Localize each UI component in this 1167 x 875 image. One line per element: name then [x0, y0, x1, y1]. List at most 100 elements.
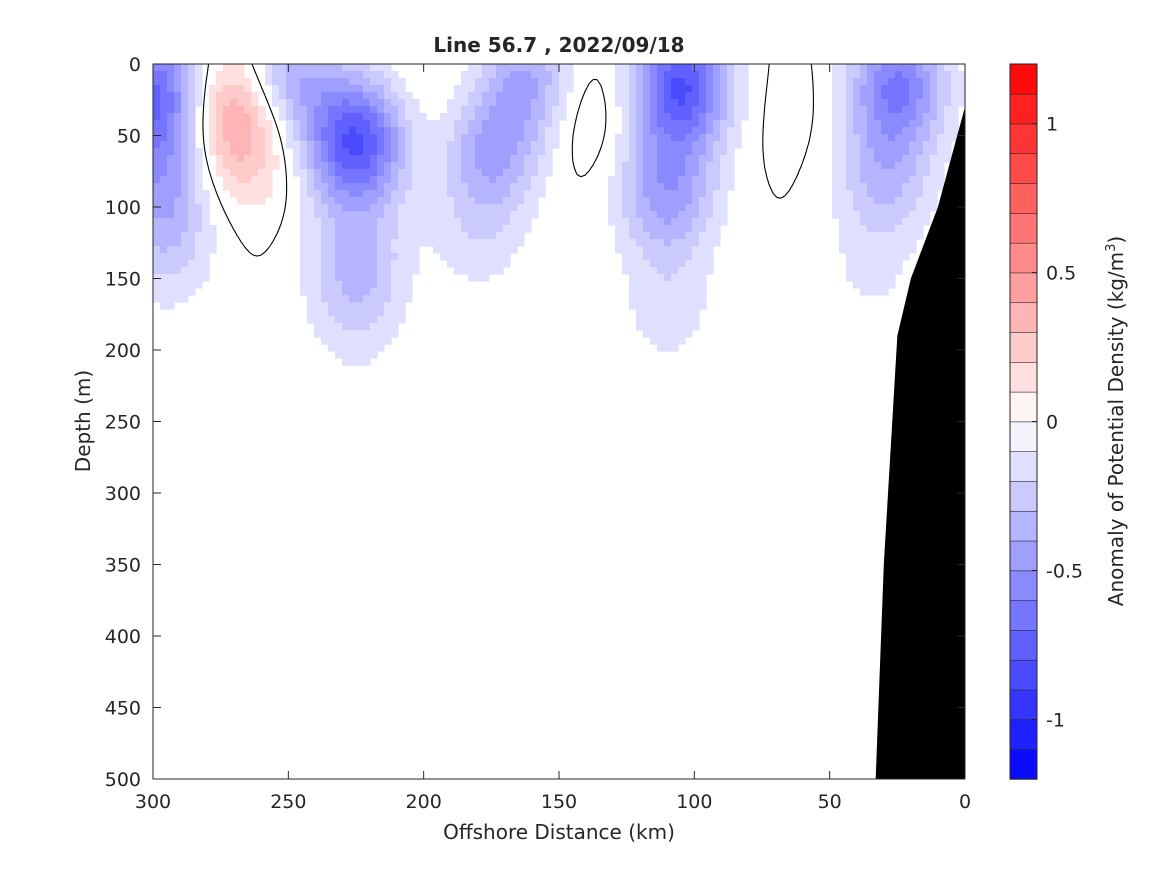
- field-cell: [384, 309, 392, 317]
- field-cell: [377, 281, 385, 289]
- field-cell: [881, 218, 889, 226]
- field-cell: [510, 134, 518, 142]
- field-cell: [468, 64, 476, 72]
- field-cell: [916, 169, 924, 177]
- field-cell: [370, 351, 378, 359]
- field-cell: [923, 127, 931, 135]
- field-cell: [370, 127, 378, 135]
- field-cell: [895, 253, 903, 261]
- field-cell: [909, 155, 917, 163]
- field-cell: [342, 204, 350, 212]
- field-cell: [342, 225, 350, 233]
- field-cell: [888, 148, 896, 156]
- y-tick-label: 250: [105, 412, 141, 434]
- field-cell: [195, 183, 203, 191]
- field-cell: [895, 162, 903, 170]
- field-cell: [720, 78, 728, 86]
- field-cell: [244, 113, 252, 121]
- field-cell: [335, 148, 343, 156]
- field-cell: [153, 232, 161, 240]
- field-cell: [363, 232, 371, 240]
- field-cell: [167, 78, 175, 86]
- field-cell: [692, 183, 700, 191]
- field-cell: [643, 246, 651, 254]
- field-cell: [300, 190, 308, 198]
- field-cell: [370, 141, 378, 149]
- field-cell: [370, 323, 378, 331]
- field-cell: [678, 71, 686, 79]
- field-cell: [272, 92, 280, 100]
- field-cell: [937, 78, 945, 86]
- field-cell: [650, 197, 658, 205]
- field-cell: [867, 232, 875, 240]
- field-cell: [916, 106, 924, 114]
- field-cell: [440, 162, 448, 170]
- field-cell: [881, 225, 889, 233]
- field-cell: [440, 113, 448, 121]
- field-cell: [258, 148, 266, 156]
- field-cell: [636, 211, 644, 219]
- field-cell: [720, 71, 728, 79]
- field-cell: [307, 246, 315, 254]
- field-cell: [496, 78, 504, 86]
- field-cell: [181, 253, 189, 261]
- field-cell: [496, 204, 504, 212]
- colorbar-swatch: [1009, 421, 1038, 452]
- field-cell: [734, 113, 742, 121]
- field-cell: [174, 274, 182, 282]
- field-cell: [846, 176, 854, 184]
- field-cell: [370, 260, 378, 268]
- field-cell: [356, 288, 364, 296]
- field-cell: [860, 267, 868, 275]
- field-cell: [678, 64, 686, 72]
- field-cell: [692, 211, 700, 219]
- field-cell: [440, 232, 448, 240]
- field-cell: [153, 281, 161, 289]
- field-cell: [461, 155, 469, 163]
- field-cell: [531, 176, 539, 184]
- field-cell: [650, 155, 658, 163]
- field-cell: [321, 274, 329, 282]
- field-cell: [860, 155, 868, 163]
- field-cell: [370, 155, 378, 163]
- field-cell: [391, 295, 399, 303]
- field-cell: [671, 239, 679, 247]
- field-cell: [853, 141, 861, 149]
- field-cell: [895, 190, 903, 198]
- field-cell: [720, 127, 728, 135]
- field-cell: [195, 218, 203, 226]
- field-cell: [846, 260, 854, 268]
- field-cell: [629, 134, 637, 142]
- field-cell: [223, 176, 231, 184]
- field-cell: [706, 92, 714, 100]
- field-cell: [706, 190, 714, 198]
- field-cell: [622, 190, 630, 198]
- field-cell: [426, 218, 434, 226]
- field-cell: [167, 274, 175, 282]
- field-cell: [356, 127, 364, 135]
- field-cell: [356, 106, 364, 114]
- field-cell: [496, 155, 504, 163]
- field-cell: [531, 92, 539, 100]
- field-cell: [300, 246, 308, 254]
- field-cell: [419, 120, 427, 128]
- field-cell: [391, 246, 399, 254]
- field-cell: [650, 295, 658, 303]
- field-cell: [454, 155, 462, 163]
- field-cell: [251, 162, 259, 170]
- field-cell: [727, 85, 735, 93]
- field-cell: [622, 183, 630, 191]
- field-cell: [923, 190, 931, 198]
- field-cell: [475, 239, 483, 247]
- field-cell: [377, 260, 385, 268]
- field-cell: [951, 78, 959, 86]
- field-cell: [216, 162, 224, 170]
- field-cell: [720, 141, 728, 149]
- field-cell: [538, 71, 546, 79]
- field-cell: [153, 225, 161, 233]
- field-cell: [174, 295, 182, 303]
- field-cell: [468, 85, 476, 93]
- field-cell: [524, 85, 532, 93]
- field-cell: [657, 225, 665, 233]
- field-cell: [636, 239, 644, 247]
